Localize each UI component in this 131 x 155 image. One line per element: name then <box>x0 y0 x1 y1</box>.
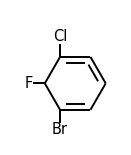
Text: Cl: Cl <box>53 29 67 44</box>
Text: Br: Br <box>52 122 68 137</box>
Text: F: F <box>25 76 33 91</box>
